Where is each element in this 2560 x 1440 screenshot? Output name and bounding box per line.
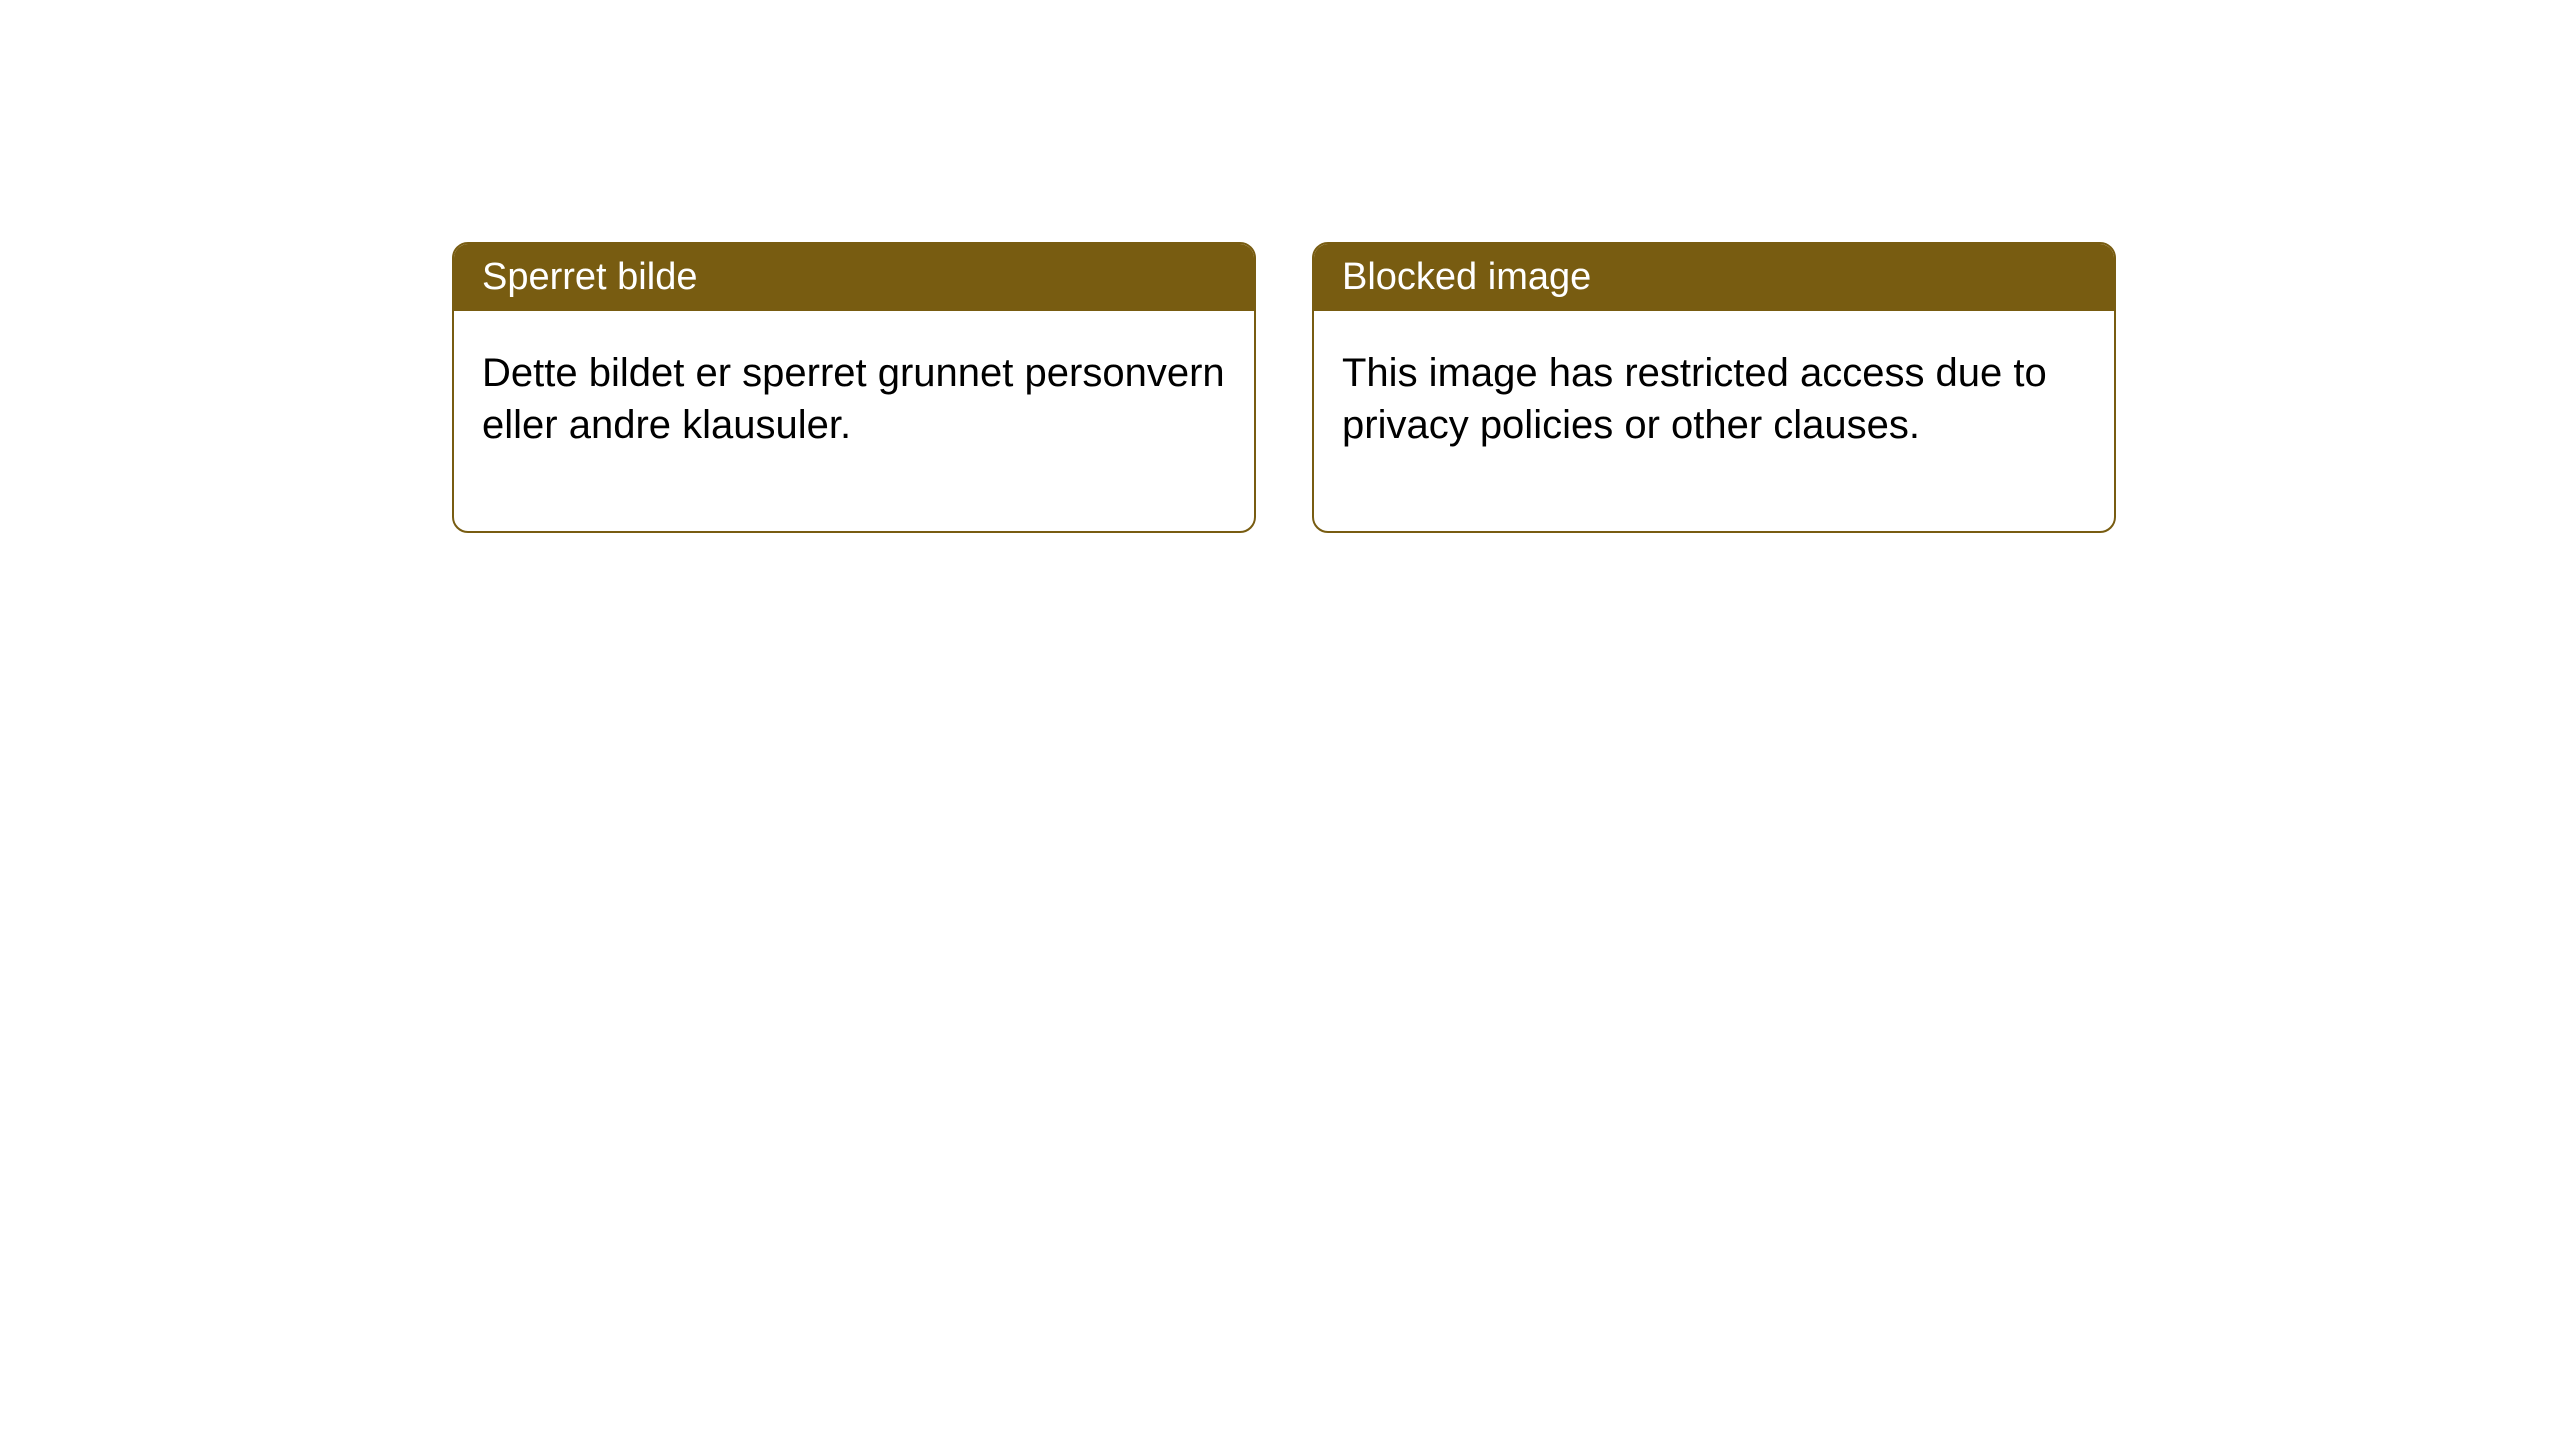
notice-container: Sperret bilde Dette bildet er sperret gr… bbox=[452, 242, 2560, 533]
notice-body-norwegian: Dette bildet er sperret grunnet personve… bbox=[454, 311, 1254, 531]
notice-header-norwegian: Sperret bilde bbox=[454, 244, 1254, 311]
notice-header-english: Blocked image bbox=[1314, 244, 2114, 311]
notice-body-english: This image has restricted access due to … bbox=[1314, 311, 2114, 531]
notice-card-norwegian: Sperret bilde Dette bildet er sperret gr… bbox=[452, 242, 1256, 533]
notice-card-english: Blocked image This image has restricted … bbox=[1312, 242, 2116, 533]
